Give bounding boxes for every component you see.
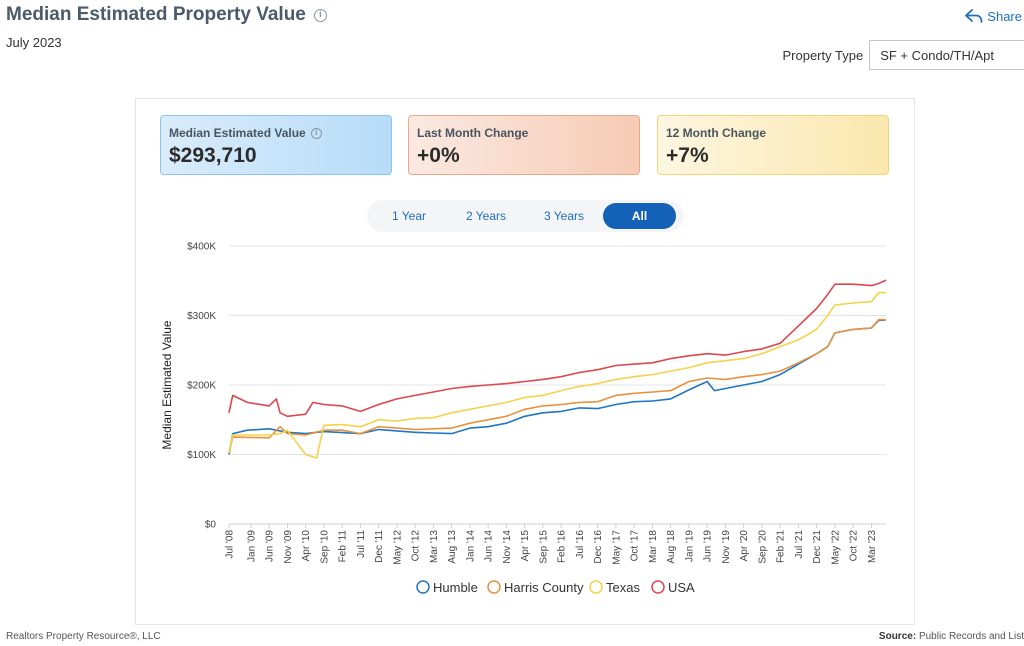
- x-tick-label: Apr '20: [739, 530, 750, 562]
- y-axis-label: Median Estimated Value: [160, 320, 174, 450]
- series-line-usa: [228, 279, 887, 418]
- kpi-label: Last Month Change: [417, 126, 529, 140]
- source-label: Source:: [878, 631, 917, 642]
- x-tick-label: Jul '16: [575, 530, 586, 559]
- x-tick-label: Feb '21: [776, 530, 787, 563]
- legend-marker: [416, 580, 430, 594]
- range-tab-3-years[interactable]: 3 Years: [543, 209, 585, 223]
- x-axis: Jul '08 Jan '09 Jun '09 Nov '09 Apr '10 Sep '…: [225, 524, 878, 565]
- x-tick-label: Jul '08: [225, 530, 236, 559]
- kpi-label-row: Median Estimated Value i: [169, 126, 383, 140]
- legend-label: Texas: [606, 580, 640, 595]
- chart-legend: Humble Harris County Texas USA: [416, 580, 695, 595]
- x-tick-label: Nov '19: [721, 530, 732, 564]
- footer-copyright: Realtors Property Resource®, LLC: [6, 631, 161, 642]
- legend-item[interactable]: Harris County: [487, 580, 584, 595]
- x-tick-label: Dec '11: [374, 530, 385, 563]
- kpi-label: 12 Month Change: [666, 126, 767, 140]
- x-tick-label: Jun '19: [703, 530, 714, 562]
- x-tick-label: Sep '15: [538, 530, 549, 564]
- y-axis: $0 $100K $200K $300K $400K: [187, 242, 216, 531]
- legend-label: Harris County: [504, 580, 584, 595]
- y-tick-label: $300K: [187, 311, 216, 322]
- share-button[interactable]: Share: [965, 8, 1022, 24]
- legend-marker: [651, 580, 665, 594]
- y-tick-label: $100K: [187, 450, 216, 461]
- x-tick-label: Feb '11: [338, 530, 349, 563]
- property-type-control: Property Type SF + Condo/TH/Apt: [782, 40, 1024, 70]
- x-tick-label: Oct '12: [411, 530, 422, 562]
- legend-label: USA: [668, 580, 695, 595]
- x-tick-label: Nov '14: [502, 530, 513, 564]
- x-tick-label: May '22: [830, 530, 841, 565]
- legend-item[interactable]: Humble: [416, 580, 478, 595]
- x-tick-label: Nov '09: [283, 530, 294, 564]
- chart-series: [228, 279, 887, 459]
- y-tick-label: $0: [205, 520, 217, 531]
- x-tick-label: Apr '15: [520, 530, 531, 562]
- info-icon[interactable]: i: [313, 8, 327, 22]
- x-tick-label: Apr '10: [301, 530, 312, 562]
- share-label: Share: [987, 8, 1022, 24]
- legend-marker: [589, 580, 603, 594]
- series-line-harris-county: [228, 318, 886, 454]
- share-arrow-icon: [965, 9, 983, 23]
- x-tick-label: Jan '14: [465, 530, 476, 562]
- x-tick-label: May '17: [611, 530, 622, 565]
- legend-marker: [487, 580, 501, 594]
- range-tab-2-years[interactable]: 2 Years: [465, 209, 507, 223]
- footer-source: Source: Public Records and List: [879, 631, 1024, 642]
- x-tick-label: Sep '10: [319, 530, 330, 564]
- x-tick-label: Dec '16: [593, 530, 604, 564]
- page-title: Median Estimated Property Value: [6, 4, 306, 25]
- x-tick-label: Jun '09: [265, 530, 276, 562]
- kpi-value: $293,710: [169, 144, 257, 167]
- range-tab-all[interactable]: All: [603, 203, 676, 229]
- legend-item[interactable]: Texas: [589, 580, 640, 595]
- page-title-row: Median Estimated Property Value i: [6, 4, 327, 26]
- range-tab-1-year[interactable]: 1 Year: [391, 209, 427, 223]
- page-subtitle: July 2023: [6, 35, 62, 50]
- x-tick-label: Mar '23: [867, 530, 878, 563]
- x-tick-label: Feb '16: [557, 530, 568, 563]
- y-tick-label: $200K: [187, 381, 216, 392]
- kpi-12-month-change: 12 Month Change +7%: [657, 115, 889, 175]
- chart-grid: [229, 245, 886, 525]
- x-tick-label: Aug '18: [666, 530, 677, 564]
- property-type-label: Property Type: [782, 47, 864, 63]
- x-tick-label: Dec '21: [812, 530, 823, 564]
- chart-card: Median Estimated Value i $293,710 Last M…: [135, 98, 915, 625]
- property-type-select[interactable]: SF + Condo/TH/Apt: [869, 40, 1024, 70]
- x-tick-label: Aug '13: [447, 530, 458, 564]
- x-tick-label: May '12: [392, 530, 403, 565]
- x-tick-label: Sep '20: [757, 530, 768, 564]
- x-tick-label: Oct '17: [630, 530, 641, 562]
- series-line-texas: [228, 291, 886, 459]
- legend-label: Humble: [433, 580, 478, 595]
- kpi-value: +0%: [417, 144, 460, 167]
- x-tick-label: Jul '21: [794, 530, 805, 559]
- x-tick-label: Jan '19: [684, 530, 695, 562]
- source-value: Public Records and List: [918, 631, 1024, 642]
- kpi-label: Median Estimated Value: [169, 126, 306, 140]
- x-tick-label: Jul '11: [356, 530, 367, 558]
- kpi-median-value: Median Estimated Value i $293,710: [160, 115, 392, 175]
- kpi-value: +7%: [666, 144, 709, 167]
- kpi-last-month-change: Last Month Change +0%: [408, 115, 640, 175]
- x-tick-label: Jan '09: [246, 530, 257, 562]
- info-icon[interactable]: i: [310, 127, 322, 139]
- x-tick-label: Mar '13: [429, 530, 440, 563]
- y-tick-label: $400K: [187, 242, 216, 253]
- x-tick-label: Oct '22: [849, 530, 860, 562]
- x-tick-label: Jun '14: [484, 530, 495, 562]
- range-selector: 1 Year 2 Years 3 Years All: [367, 200, 684, 232]
- x-tick-label: Mar '18: [648, 530, 659, 563]
- series-line-humble: [228, 319, 887, 455]
- legend-item[interactable]: USA: [651, 580, 695, 595]
